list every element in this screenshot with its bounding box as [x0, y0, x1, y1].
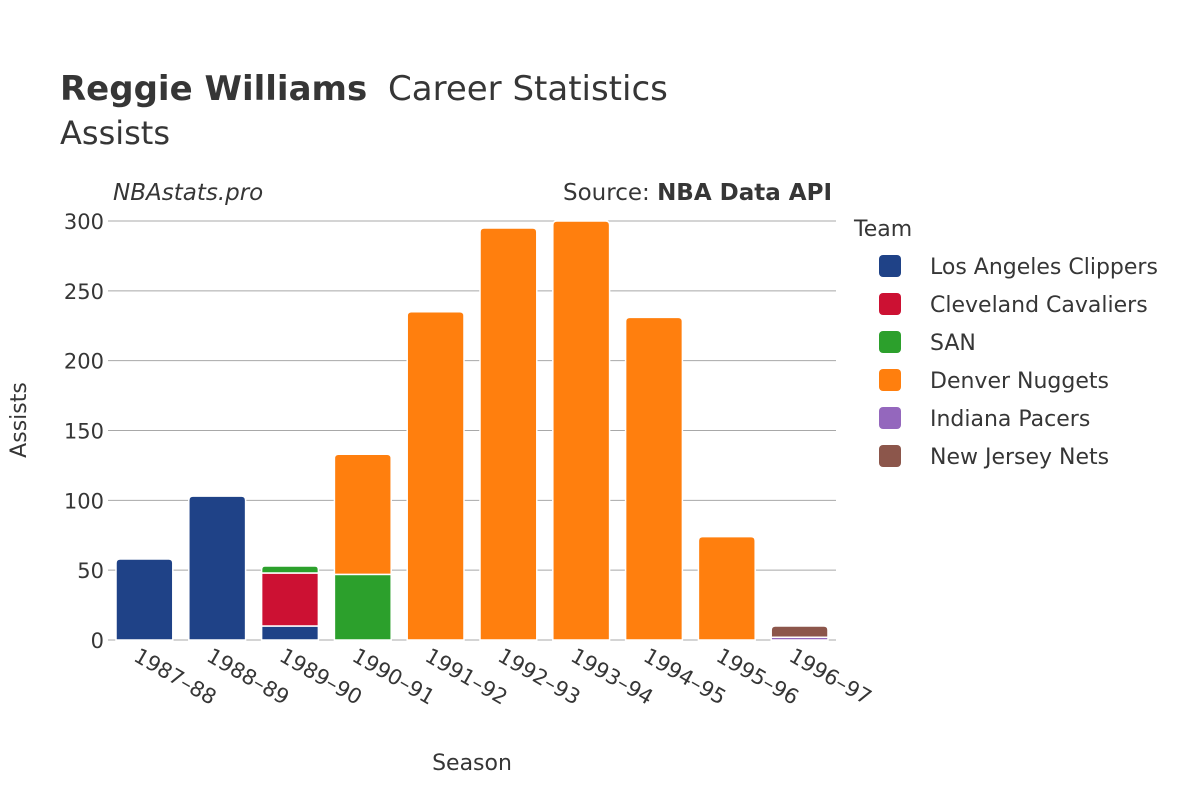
- chart-subtitle: Assists: [60, 114, 170, 152]
- bar-segment: [624, 316, 684, 641]
- bar-segment: [406, 311, 465, 641]
- bar-segment: [260, 572, 320, 627]
- bar-segment: [260, 625, 320, 641]
- y-axis-label: Assists: [7, 382, 32, 458]
- x-tick-label: 1993–94: [567, 644, 658, 710]
- y-tick-label: 100: [64, 489, 104, 513]
- bar-segment: [479, 227, 538, 641]
- source-name: NBA Data API: [657, 180, 832, 206]
- y-tick-label: 150: [64, 420, 104, 444]
- legend-entry-label: Denver Nuggets: [930, 369, 1109, 394]
- legend-entry-label: Cleveland Cavaliers: [930, 293, 1148, 318]
- x-tick-label: 1991–92: [421, 644, 512, 710]
- legend-swatch: [879, 255, 901, 277]
- legend-swatch: [879, 331, 901, 353]
- bar-segment: [115, 558, 174, 641]
- legend-swatch: [879, 369, 901, 391]
- legend-swatch: [879, 445, 901, 467]
- legend-swatch: [879, 293, 901, 315]
- y-tick-label: 50: [77, 559, 104, 583]
- x-tick-label: 1987–88: [130, 644, 221, 710]
- x-axis-label: Season: [432, 751, 512, 776]
- y-tick-label: 200: [64, 350, 104, 374]
- x-tick-label: 1989–90: [276, 644, 367, 710]
- y-tick-label: 0: [91, 629, 104, 653]
- legend-entry-label: SAN: [930, 331, 976, 356]
- bars: [115, 220, 829, 641]
- bar-segment: [770, 625, 829, 638]
- chart-title-rest: Career Statistics: [388, 69, 668, 109]
- y-tick-labels: 0 50 100 150 200 250 300: [64, 210, 104, 653]
- x-tick-label: 1995–96: [712, 644, 803, 710]
- bar-segment: [333, 453, 392, 576]
- legend-swatch: [879, 407, 901, 429]
- watermark: NBAstats.pro: [113, 180, 263, 206]
- legend-title: Team: [853, 217, 912, 242]
- x-tick-labels: 1987–881988–891989–901990–911991–921992–…: [130, 644, 876, 710]
- chart-title-player: Reggie Williams: [60, 69, 367, 109]
- y-tick-label: 300: [64, 210, 104, 234]
- legend: Team Los Angeles Clippers Cleveland Caval…: [853, 217, 1158, 470]
- source-credit: Source: NBA Data API: [563, 180, 832, 206]
- bar-segment: [188, 495, 247, 641]
- legend-entry-label: Los Angeles Clippers: [930, 255, 1158, 280]
- bar-segment: [260, 565, 320, 574]
- chart-title: Reggie Williams Career Statistics: [60, 69, 668, 109]
- bar-segment: [552, 220, 611, 641]
- bar-segment: [697, 535, 756, 641]
- bar-segment: [333, 573, 392, 641]
- x-tick-label: 1996–97: [785, 644, 876, 710]
- y-tick-label: 250: [64, 280, 104, 304]
- x-tick-label: 1992–93: [494, 644, 585, 710]
- legend-entry-label: Indiana Pacers: [930, 407, 1090, 432]
- source-label: Source:: [563, 180, 657, 206]
- x-tick-label: 1994–95: [640, 644, 731, 710]
- x-tick-label: 1988–89: [203, 644, 294, 710]
- legend-entry-label: New Jersey Nets: [930, 445, 1109, 470]
- x-tick-label: 1990–91: [348, 644, 439, 710]
